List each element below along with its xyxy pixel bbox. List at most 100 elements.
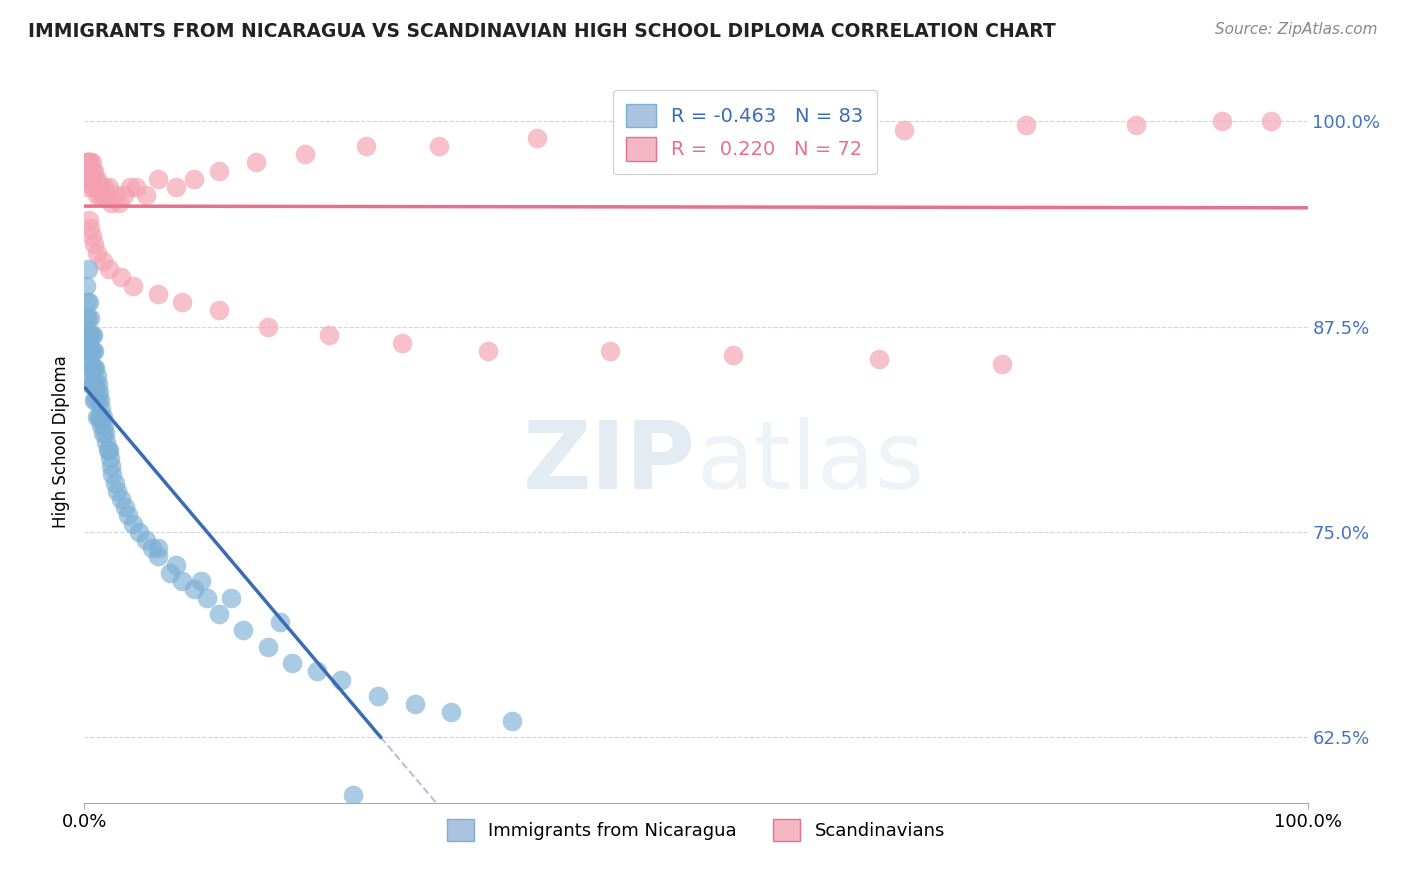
Point — [869, 352, 891, 367]
Point — [100, 196, 122, 211]
Point — [440, 706, 463, 720]
Point — [87, 377, 110, 392]
Point — [97, 180, 120, 194]
Point — [77, 163, 100, 178]
Point — [636, 130, 658, 145]
Point — [83, 344, 105, 359]
Point — [118, 180, 141, 194]
Point — [77, 262, 100, 277]
Point — [404, 698, 426, 712]
Point — [128, 524, 150, 539]
Point — [90, 180, 112, 194]
Point — [101, 467, 124, 482]
Point — [367, 689, 389, 703]
Point — [208, 303, 231, 318]
Point — [107, 196, 129, 211]
Point — [257, 319, 280, 334]
Point — [122, 516, 145, 531]
Point — [77, 155, 100, 169]
Point — [318, 327, 340, 342]
Point — [97, 442, 120, 457]
Text: atlas: atlas — [696, 417, 924, 509]
Point — [75, 278, 97, 293]
Point — [232, 624, 254, 638]
Point — [76, 344, 98, 359]
Point — [146, 286, 169, 301]
Point — [991, 357, 1014, 371]
Point — [97, 262, 120, 277]
Point — [87, 409, 110, 424]
Point — [758, 122, 780, 136]
Text: ZIP: ZIP — [523, 417, 696, 509]
Point — [83, 180, 105, 194]
Point — [86, 188, 108, 202]
Point — [98, 450, 121, 465]
Point — [87, 393, 110, 408]
Point — [190, 574, 212, 588]
Point — [83, 163, 105, 178]
Point — [165, 558, 187, 572]
Point — [257, 640, 280, 654]
Point — [1260, 114, 1282, 128]
Point — [183, 582, 205, 597]
Point — [77, 344, 100, 359]
Point — [427, 139, 450, 153]
Point — [93, 418, 115, 433]
Point — [83, 377, 105, 392]
Point — [86, 368, 108, 383]
Point — [391, 336, 413, 351]
Point — [96, 188, 118, 202]
Point — [122, 278, 145, 293]
Point — [94, 426, 117, 441]
Point — [80, 229, 103, 244]
Point — [165, 180, 187, 194]
Point — [77, 344, 100, 359]
Point — [91, 409, 114, 424]
Point — [79, 311, 101, 326]
Point — [77, 180, 100, 194]
Point — [76, 327, 98, 342]
Point — [77, 171, 100, 186]
Point — [90, 401, 112, 416]
Point — [77, 327, 100, 342]
Point — [721, 347, 744, 361]
Point — [84, 393, 107, 408]
Point — [97, 442, 120, 457]
Point — [83, 237, 105, 252]
Point — [83, 360, 105, 375]
Point — [208, 163, 231, 178]
Point — [77, 295, 100, 310]
Point — [146, 541, 169, 556]
Point — [76, 155, 98, 169]
Point — [79, 171, 101, 186]
Point — [82, 360, 104, 375]
Text: Source: ZipAtlas.com: Source: ZipAtlas.com — [1215, 22, 1378, 37]
Point — [125, 180, 148, 194]
Point — [80, 344, 103, 359]
Point — [82, 344, 104, 359]
Point — [599, 344, 621, 359]
Point — [79, 360, 101, 375]
Point — [110, 270, 132, 285]
Point — [79, 344, 101, 359]
Point — [1015, 118, 1038, 132]
Point — [146, 171, 169, 186]
Point — [114, 500, 136, 515]
Point — [80, 327, 103, 342]
Point — [79, 155, 101, 169]
Point — [76, 295, 98, 310]
Point — [77, 360, 100, 375]
Point — [77, 155, 100, 169]
Point — [76, 171, 98, 186]
Point — [87, 180, 110, 194]
Point — [79, 377, 101, 392]
Point — [82, 180, 104, 194]
Point — [79, 163, 101, 178]
Point — [112, 188, 135, 202]
Point — [86, 245, 108, 260]
Point — [84, 171, 107, 186]
Point — [208, 607, 231, 621]
Point — [87, 385, 110, 400]
Point — [1211, 114, 1233, 128]
Point — [90, 418, 112, 433]
